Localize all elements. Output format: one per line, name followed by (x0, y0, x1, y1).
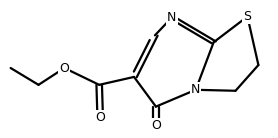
Text: N: N (191, 83, 200, 96)
Text: N: N (167, 11, 177, 24)
Text: S: S (244, 10, 252, 23)
Text: O: O (59, 62, 69, 75)
Text: O: O (151, 119, 161, 132)
Text: O: O (95, 111, 105, 124)
